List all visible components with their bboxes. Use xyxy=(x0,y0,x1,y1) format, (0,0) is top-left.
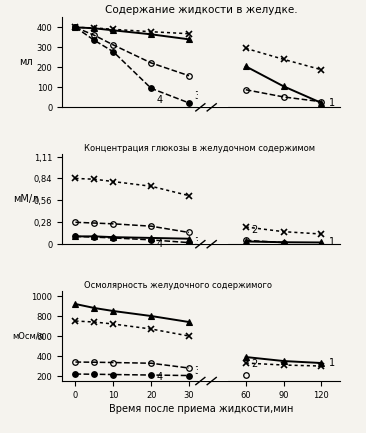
X-axis label: Время после приема жидкости,мин: Время после приема жидкости,мин xyxy=(109,404,294,414)
Text: 2: 2 xyxy=(251,225,258,235)
Bar xyxy=(198,17,227,107)
Text: 3: 3 xyxy=(195,91,201,101)
Bar xyxy=(198,291,227,381)
Text: 4: 4 xyxy=(157,372,163,381)
Text: ×2: ×2 xyxy=(204,50,219,60)
Text: 1: 1 xyxy=(329,237,335,248)
Text: Концентрация глюкозы в желудочном содержимом: Концентрация глюкозы в желудочном содерж… xyxy=(85,144,315,153)
Title: Содержание жидкости в желудке.: Содержание жидкости в желудке. xyxy=(105,5,298,15)
Y-axis label: мМ/л: мМ/л xyxy=(13,194,38,204)
Text: Осмолярность желудочного содержимого: Осмолярность желудочного содержимого xyxy=(85,281,272,290)
Y-axis label: мОсм/л: мОсм/л xyxy=(13,332,45,340)
Text: 1: 1 xyxy=(329,98,335,108)
Bar xyxy=(198,154,227,244)
Text: 4: 4 xyxy=(157,239,163,249)
Text: 1: 1 xyxy=(329,358,335,368)
Y-axis label: мл: мл xyxy=(19,57,32,68)
Text: 4: 4 xyxy=(157,95,163,105)
Text: 3: 3 xyxy=(195,365,201,375)
Text: 2: 2 xyxy=(251,359,258,368)
Text: 3: 3 xyxy=(195,237,201,247)
